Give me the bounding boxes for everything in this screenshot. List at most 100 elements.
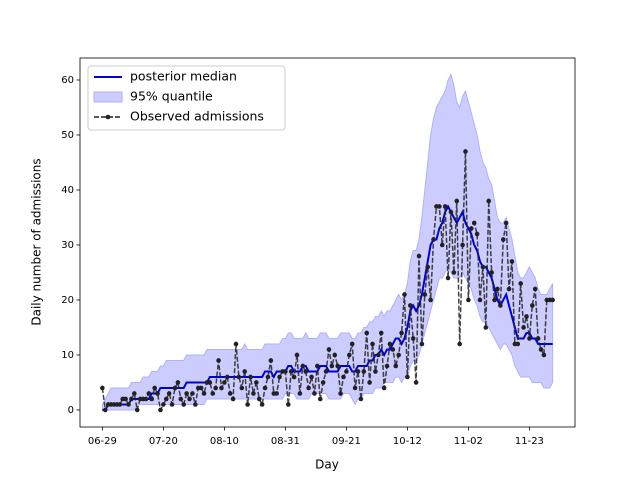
observed-point: [361, 369, 367, 374]
observed-point: [285, 402, 291, 407]
observed-point: [291, 374, 297, 380]
observed-point: [480, 264, 486, 270]
observed-point: [294, 352, 300, 358]
observed-point: [329, 363, 335, 369]
observed-point: [460, 242, 465, 248]
observed-point: [550, 297, 555, 303]
x-tick-label: 11-23: [515, 436, 544, 447]
observed-point: [445, 275, 451, 281]
observed-point: [428, 297, 433, 303]
observed-point: [431, 237, 436, 242]
x-tick-label: 10-12: [393, 436, 422, 447]
observed-point: [527, 336, 532, 341]
observed-point: [535, 336, 541, 341]
observed-point: [341, 374, 346, 380]
observed-point: [442, 204, 448, 209]
x-tick-label: 11-02: [454, 436, 483, 447]
x-tick-label: 07-20: [149, 436, 178, 447]
observed-point: [117, 402, 123, 407]
observed-point: [384, 363, 390, 369]
observed-point: [439, 242, 445, 248]
observed-point: [312, 391, 317, 396]
observed-point: [364, 330, 370, 336]
observed-point: [425, 264, 431, 270]
observed-point: [500, 237, 506, 242]
observed-point: [268, 358, 274, 363]
observed-point: [184, 391, 189, 396]
observed-point: [149, 396, 155, 402]
observed-point: [402, 292, 407, 297]
observed-point: [187, 396, 192, 402]
y-axis-label: Daily number of admissions: [30, 158, 44, 325]
observed-point: [346, 352, 352, 358]
observed-point: [506, 286, 512, 292]
x-tick-label: 08-31: [271, 436, 300, 447]
observed-point: [378, 330, 384, 336]
observed-point: [207, 380, 213, 385]
observed-point: [466, 297, 471, 303]
observed-point: [437, 204, 442, 209]
observed-point: [503, 220, 509, 226]
observed-point: [306, 385, 311, 391]
observed-point: [265, 374, 271, 380]
x-tick-label: 06-29: [88, 436, 117, 447]
observed-point: [413, 380, 419, 385]
observed-point: [454, 198, 460, 204]
observed-point: [300, 363, 306, 369]
observed-point: [152, 385, 157, 391]
observed-point: [166, 391, 172, 396]
observed-point: [390, 347, 396, 352]
observed-point: [492, 297, 497, 303]
observed-point: [486, 198, 492, 204]
observed-point: [210, 391, 216, 396]
x-tick-label: 09-21: [332, 436, 361, 447]
observed-point: [451, 270, 457, 275]
observed-point: [256, 396, 262, 402]
observed-point: [471, 220, 477, 226]
observed-point: [288, 369, 294, 374]
observed-point: [463, 149, 468, 154]
observed-point: [102, 407, 108, 413]
observed-point: [477, 297, 483, 303]
observed-point: [370, 341, 375, 347]
observed-point: [405, 374, 410, 380]
observed-point: [181, 402, 187, 407]
observed-point: [355, 369, 361, 374]
quantile-band: [101, 73, 554, 411]
y-tick-label: 30: [61, 240, 74, 251]
legend-label: 95% quantile: [130, 89, 213, 104]
observed-point: [387, 341, 393, 347]
observed-point: [190, 391, 195, 396]
observed-point: [538, 347, 544, 352]
observed-point: [474, 231, 480, 237]
observed-point: [224, 374, 230, 380]
observed-point: [100, 385, 105, 391]
observed-point: [175, 380, 181, 385]
legend-label: posterior median: [130, 69, 237, 84]
observed-point: [126, 402, 131, 407]
observed-point: [254, 380, 259, 385]
observed-point: [248, 374, 253, 380]
observed-point: [158, 407, 163, 413]
observed-point: [146, 391, 152, 396]
observed-point: [376, 352, 381, 358]
observed-point: [259, 402, 265, 407]
observed-point: [518, 281, 523, 286]
observed-point: [213, 385, 218, 391]
x-axis-label: Day: [315, 458, 339, 472]
observed-point: [349, 341, 355, 347]
observed-point: [303, 369, 309, 374]
observed-point: [541, 352, 547, 358]
observed-point: [132, 391, 137, 396]
observed-point: [338, 391, 343, 396]
observed-point: [283, 369, 288, 374]
observed-point: [457, 341, 462, 347]
observed-point: [239, 385, 245, 391]
observed-point: [521, 325, 526, 330]
y-tick-label: 40: [61, 185, 74, 196]
observed-point: [309, 374, 314, 380]
observed-point: [297, 391, 303, 396]
observed-point: [468, 226, 474, 231]
observed-point: [416, 253, 422, 259]
